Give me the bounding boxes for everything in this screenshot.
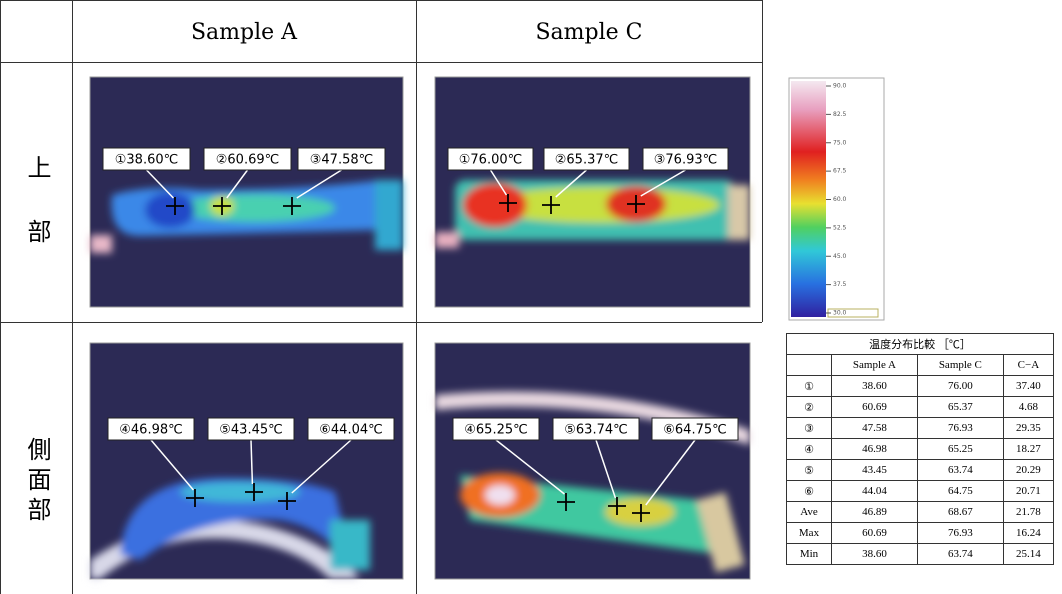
row-header: ③ — [787, 418, 832, 439]
table-cell: 20.71 — [1003, 481, 1053, 502]
table-row: ②60.6965.374.68 — [787, 397, 1054, 418]
column-header: Sample C — [535, 20, 642, 45]
table-cell: 44.04 — [832, 481, 918, 502]
scale-tick-label: 75.0 — [833, 139, 847, 146]
table-row: Sample ASample CC−A — [787, 355, 1054, 376]
callout-label: ③76.93℃ — [654, 153, 717, 168]
heat-region — [145, 192, 195, 228]
scale-tick-label: 37.5 — [833, 281, 847, 288]
column-header: C−A — [1003, 355, 1053, 376]
callout-label: ①76.00℃ — [459, 153, 522, 168]
heat-map — [435, 180, 750, 248]
row-header: Min — [787, 544, 832, 565]
scale-tick-label: 60.0 — [833, 196, 847, 203]
scale-tick-label: 30.0 — [833, 310, 847, 317]
heat-region — [485, 485, 515, 505]
table-row: ⑤43.4563.7420.29 — [787, 460, 1054, 481]
scale-tick-label: 52.5 — [833, 224, 847, 231]
table-cell: 37.40 — [1003, 376, 1053, 397]
heat-region — [175, 194, 335, 222]
thermal-image: ④65.25℃ ⑤63.74℃ ⑥64.75℃ — [435, 343, 750, 579]
callout-label: ⑥64.75℃ — [663, 423, 726, 438]
table-cell: 60.69 — [832, 397, 918, 418]
heat-region — [330, 520, 370, 570]
table-cell: 38.60 — [832, 544, 918, 565]
color-scale: 90.0 82.5 75.0 67.5 60.0 52.5 45.0 37.5 30.0 — [789, 78, 884, 320]
table-cell: 65.25 — [917, 439, 1003, 460]
table-corner — [787, 355, 832, 376]
table-cell: 76.93 — [917, 523, 1003, 544]
table-cell: 64.75 — [917, 481, 1003, 502]
row-header: Ave — [787, 502, 832, 523]
callout-label: ②60.69℃ — [216, 153, 279, 168]
callout-label: ⑥44.04℃ — [319, 423, 382, 438]
table-cell: 38.60 — [832, 376, 918, 397]
heat-region — [728, 185, 750, 240]
table-cell: 63.74 — [917, 544, 1003, 565]
scale-bar — [791, 81, 826, 317]
table-row: 温度分布比較 ［℃］ — [787, 334, 1054, 355]
table-cell: 18.27 — [1003, 439, 1053, 460]
heat-region — [90, 235, 112, 253]
table-cell: 76.93 — [917, 418, 1003, 439]
table-cell: 76.00 — [917, 376, 1003, 397]
callout-label: ④46.98℃ — [119, 423, 182, 438]
page: Sample A Sample C 上部 側面部 ①38.60℃ ②60.69℃ ③… — [0, 0, 1062, 594]
thermal-image: ④46.98℃ ⑤43.45℃ ⑥44.04℃ — [90, 343, 403, 579]
column-header: Sample A — [832, 355, 918, 376]
callout-label: ⑤43.45℃ — [219, 423, 282, 438]
table-cell: 46.98 — [832, 439, 918, 460]
heat-region — [463, 183, 527, 227]
scale-tick-label: 90.0 — [833, 83, 847, 90]
table-cell: 21.78 — [1003, 502, 1053, 523]
heat-region — [605, 498, 675, 526]
table-cell: 47.58 — [832, 418, 918, 439]
table-cell: 46.89 — [832, 502, 918, 523]
table-cell: 43.45 — [832, 460, 918, 481]
table-title: 温度分布比較 ［℃］ — [787, 334, 1054, 355]
table-cell: 25.14 — [1003, 544, 1053, 565]
row-label: 上部 — [23, 155, 51, 283]
thermal-image: ①38.60℃ ②60.69℃ ③47.58℃ — [90, 77, 403, 307]
callout-label: ⑤63.74℃ — [564, 423, 627, 438]
callout-label: ①38.60℃ — [115, 153, 178, 168]
heat-region — [180, 482, 300, 502]
table-cell: 4.68 — [1003, 397, 1053, 418]
row-header: ⑤ — [787, 460, 832, 481]
row-header: Max — [787, 523, 832, 544]
table-row: ③47.5876.9329.35 — [787, 418, 1054, 439]
row-header: ④ — [787, 439, 832, 460]
scale-tick-label: 82.5 — [833, 111, 847, 118]
table-cell: 29.35 — [1003, 418, 1053, 439]
row-header: ① — [787, 376, 832, 397]
row-label: 側面部 — [23, 437, 51, 527]
callout-label: ②65.37℃ — [555, 153, 618, 168]
heat-region — [435, 232, 459, 248]
thermal-images: ①38.60℃ ②60.69℃ ③47.58℃ ①76.00℃ ②65.37℃ ③76.9… — [90, 77, 750, 579]
table-cell: 60.69 — [832, 523, 918, 544]
scale-tick-label: 67.5 — [833, 168, 847, 175]
table-cell: 63.74 — [917, 460, 1003, 481]
thermal-image: ①76.00℃ ②65.37℃ ③76.93℃ — [435, 77, 750, 307]
table-cell: 65.37 — [917, 397, 1003, 418]
column-header: Sample A — [191, 20, 298, 45]
scale-tick-label: 45.0 — [833, 253, 847, 260]
column-header: Sample C — [917, 355, 1003, 376]
heat-region — [375, 180, 403, 250]
row-header: ② — [787, 397, 832, 418]
table-cell: 20.29 — [1003, 460, 1053, 481]
callout-label: ④65.25℃ — [464, 423, 527, 438]
row-header: ⑥ — [787, 481, 832, 502]
table-cell: 16.24 — [1003, 523, 1053, 544]
callout-label: ③47.58℃ — [310, 153, 373, 168]
table-cell: 68.67 — [917, 502, 1003, 523]
